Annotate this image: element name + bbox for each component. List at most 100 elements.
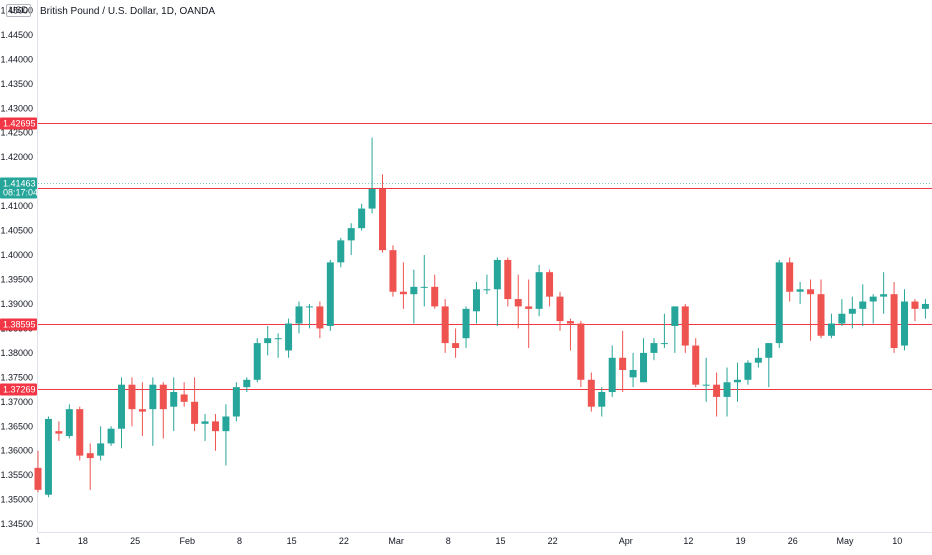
candle [264, 326, 271, 355]
time-tick-label: 12 [683, 536, 693, 546]
candle-body [598, 392, 605, 407]
candle [901, 289, 908, 350]
candle [348, 223, 355, 255]
candle [724, 368, 731, 417]
candle-body [901, 302, 908, 346]
candle [160, 382, 167, 438]
candle-body [160, 385, 167, 409]
candle [880, 272, 887, 314]
time-tick-label: 19 [736, 536, 746, 546]
candle-body [181, 394, 188, 401]
price-axis[interactable]: 1.345001.350001.355001.360001.365001.370… [0, 0, 37, 532]
candle-body [35, 468, 42, 490]
price-tick-label: 1.39000 [0, 299, 33, 309]
candle-body [327, 262, 334, 326]
price-tick-label: 1.38000 [0, 348, 33, 358]
candle-body [734, 380, 741, 382]
candle [525, 280, 532, 348]
candle-body [504, 260, 511, 299]
candle [128, 377, 135, 426]
candle-body [870, 297, 877, 302]
candle-body [630, 370, 637, 377]
candle-body [212, 421, 219, 431]
time-axis[interactable]: 11825Feb81522Mar81522Apr121926May101724 [35, 533, 932, 547]
price-tick-label: 1.35000 [0, 495, 33, 505]
candle [379, 174, 386, 252]
candle [703, 358, 710, 402]
candle [149, 377, 156, 445]
time-tick-label: Mar [388, 536, 404, 546]
candle [97, 426, 104, 460]
candle [640, 338, 647, 382]
candle [859, 284, 866, 326]
time-tick-label: 22 [548, 536, 558, 546]
candle-body [619, 358, 626, 370]
candle-body [243, 380, 250, 387]
candle-body [744, 363, 751, 380]
candle-body [348, 228, 355, 240]
candle [515, 275, 522, 329]
candle-body [640, 353, 647, 382]
candle [494, 257, 501, 325]
candle [463, 306, 470, 348]
candle-body [609, 358, 616, 392]
candle-body [389, 250, 396, 292]
candle [285, 319, 292, 358]
candle [828, 314, 835, 338]
candle-body [463, 309, 470, 338]
level-price-label-text: 1.42695 [3, 119, 36, 129]
candle [911, 299, 918, 321]
candle-body [922, 304, 929, 309]
candle [139, 382, 146, 436]
candle [442, 299, 449, 353]
candle-body [149, 385, 156, 409]
candle-body [222, 416, 229, 431]
candle-body [170, 392, 177, 407]
candle-body [765, 343, 772, 358]
chart-title: British Pound / U.S. Dollar, 1D, OANDA [40, 6, 215, 17]
price-tick-label: 1.34500 [0, 519, 33, 529]
horizontal-levels [38, 124, 932, 390]
time-tick-label: May [837, 536, 855, 546]
time-tick-label: 15 [287, 536, 297, 546]
candle-body [421, 287, 428, 288]
time-tick-label: 25 [130, 536, 140, 546]
price-tick-label: 1.36500 [0, 421, 33, 431]
candle [45, 416, 52, 497]
price-tick-label: 1.42000 [0, 152, 33, 162]
time-tick-label: 8 [237, 536, 242, 546]
candle [473, 282, 480, 324]
candle [650, 338, 657, 360]
candle [452, 328, 459, 357]
candle-body [285, 324, 292, 351]
price-tick-label: 1.37000 [0, 397, 33, 407]
price-tick-label: 1.40500 [0, 226, 33, 236]
candle-body [546, 272, 553, 296]
candle [431, 275, 438, 309]
candle-body [661, 343, 668, 344]
candle [389, 245, 396, 296]
candle [922, 299, 929, 319]
candle [410, 270, 417, 324]
candle-body [473, 289, 480, 311]
candle [358, 204, 365, 231]
candle [598, 387, 605, 416]
candle-body [577, 324, 584, 380]
candle-body [118, 385, 125, 429]
candle-body [76, 409, 83, 455]
candle [682, 304, 689, 353]
candle-body [139, 409, 146, 411]
candle-body [525, 306, 532, 308]
candle [786, 257, 793, 301]
candle [316, 302, 323, 339]
candle [838, 299, 845, 326]
candle [536, 265, 543, 316]
candle [713, 372, 720, 416]
currency-badge[interactable]: USD [6, 4, 31, 17]
candle [776, 260, 783, 348]
time-tick-label: Apr [619, 536, 633, 546]
level-price-label: 1.38595 [0, 319, 37, 331]
time-tick-label: 10 [892, 536, 902, 546]
